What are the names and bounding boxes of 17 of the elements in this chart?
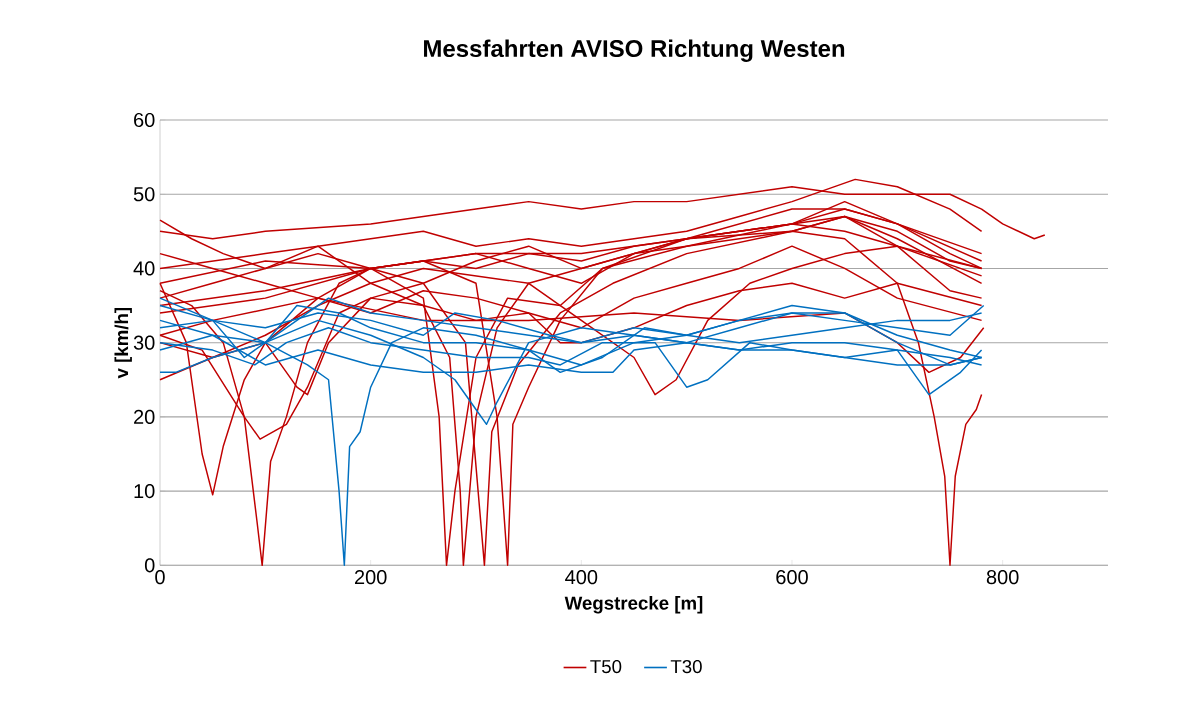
y-tick-label: 20 bbox=[134, 409, 155, 424]
x-tick-label: 800 bbox=[986, 570, 1019, 585]
legend-label: T30 bbox=[670, 659, 702, 674]
y-tick-label: 60 bbox=[134, 112, 155, 128]
y-axis-title: v [km/h] bbox=[114, 307, 132, 379]
y-tick-label: 30 bbox=[133, 335, 155, 350]
x-tick-label: 0 bbox=[155, 570, 165, 585]
chart-title: Messfahrten AVISO Richtung Westen bbox=[424, 39, 845, 62]
x-tick-label: 200 bbox=[354, 570, 387, 585]
y-tick-label: 50 bbox=[133, 187, 155, 202]
x-tick-label: 600 bbox=[776, 570, 808, 585]
y-tick-label: 10 bbox=[134, 484, 155, 499]
x-axis-title: Wegstrecke [m] bbox=[564, 596, 703, 614]
x-tick-label: 400 bbox=[565, 570, 598, 585]
legend-label: T50 bbox=[590, 659, 622, 674]
y-tick-label: 0 bbox=[144, 558, 155, 573]
y-tick-label: 40 bbox=[133, 261, 155, 276]
